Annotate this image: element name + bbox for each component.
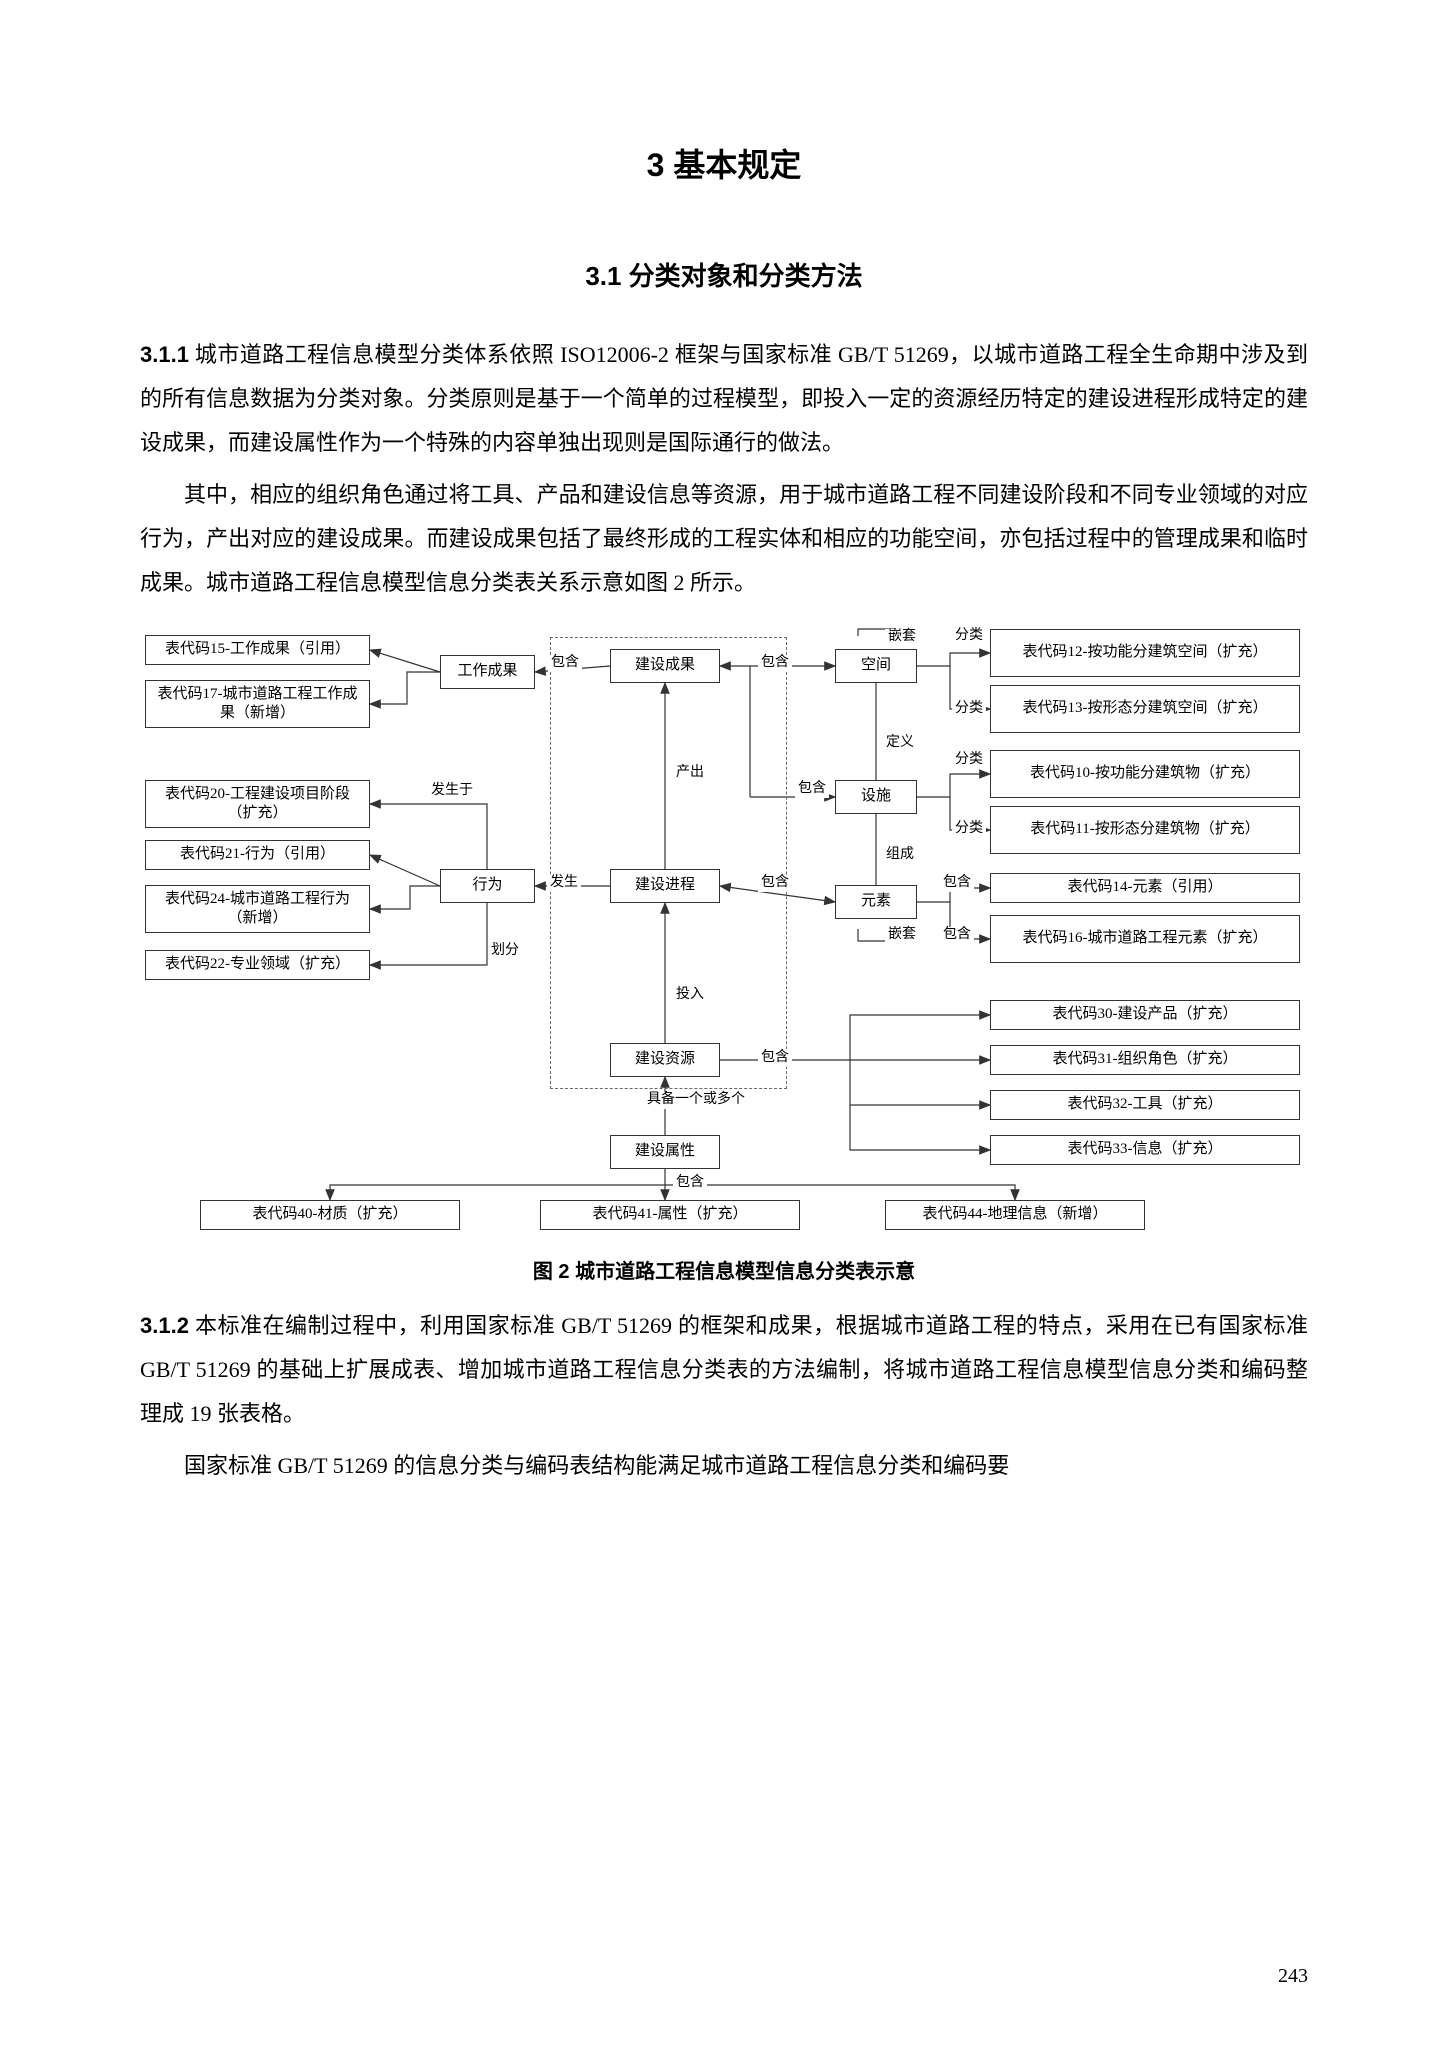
node-n33: 表代码33-信息（扩充） bbox=[990, 1135, 1300, 1165]
node-kj: 空间 bbox=[835, 649, 917, 683]
edge-label-bh7: 包含 bbox=[758, 1050, 792, 1067]
node-jsjc: 建设进程 bbox=[610, 869, 720, 903]
node-n22: 表代码22-专业领域（扩充） bbox=[145, 950, 370, 980]
node-n32: 表代码32-工具（扩充） bbox=[990, 1090, 1300, 1120]
node-n21: 表代码21-行为（引用） bbox=[145, 840, 370, 870]
edge-label-bh2: 包含 bbox=[758, 655, 792, 672]
node-n24: 表代码24-城市道路工程行为（新增） bbox=[145, 885, 370, 933]
edge-label-fl1: 分类 bbox=[952, 628, 986, 645]
node-n17: 表代码17-城市道路工程工作成果（新增） bbox=[145, 680, 370, 728]
para-num: 3.1.2 bbox=[140, 1313, 189, 1338]
node-n40: 表代码40-材质（扩充） bbox=[200, 1200, 460, 1230]
node-n11: 表代码11-按形态分建筑物（扩充） bbox=[990, 806, 1300, 854]
page-number: 243 bbox=[1278, 1965, 1308, 1988]
node-n12: 表代码12-按功能分建筑空间（扩充） bbox=[990, 629, 1300, 677]
para-311-cont: 其中，相应的组织角色通过将工具、产品和建设信息等资源，用于城市道路工程不同建设阶… bbox=[140, 473, 1308, 605]
edge-label-bh8: 包含 bbox=[673, 1175, 707, 1192]
node-n16: 表代码16-城市道路工程元素（扩充） bbox=[990, 915, 1300, 963]
edge-label-bh6: 包含 bbox=[758, 875, 792, 892]
edge-label-fsy: 发生于 bbox=[428, 783, 476, 800]
edge-label-cc: 产出 bbox=[673, 765, 707, 782]
edge-label-fs: 发生 bbox=[547, 875, 581, 892]
chapter-title: 3 基本规定 bbox=[140, 140, 1308, 186]
node-xw: 行为 bbox=[440, 869, 535, 903]
para-311: 3.1.1 城市道路工程信息模型分类体系依照 ISO12006-2 框架与国家标… bbox=[140, 333, 1308, 465]
node-jszy: 建设资源 bbox=[610, 1043, 720, 1077]
node-jssx: 建设属性 bbox=[610, 1135, 720, 1169]
edge-label-qj: 嵌套 bbox=[885, 629, 919, 646]
para-text: 本标准在编制过程中，利用国家标准 GB/T 51269 的框架和成果，根据城市道… bbox=[140, 1313, 1308, 1426]
figure-2-caption: 图 2 城市道路工程信息模型信息分类表示意 bbox=[140, 1255, 1308, 1284]
node-n15: 表代码15-工作成果（引用） bbox=[145, 635, 370, 665]
section-title: 3.1 分类对象和分类方法 bbox=[140, 256, 1308, 293]
edge-label-bh3: 包含 bbox=[795, 781, 829, 798]
edge-label-dy: 定义 bbox=[883, 735, 917, 752]
node-gzcg: 工作成果 bbox=[440, 655, 535, 689]
node-n41: 表代码41-属性（扩充） bbox=[540, 1200, 800, 1230]
edge-label-hf: 划分 bbox=[488, 943, 522, 960]
para-text: 城市道路工程信息模型分类体系依照 ISO12006-2 框架与国家标准 GB/T… bbox=[140, 342, 1308, 455]
node-jscg: 建设成果 bbox=[610, 649, 720, 683]
edge-label-tr: 投入 bbox=[673, 987, 707, 1004]
para-num: 3.1.1 bbox=[140, 342, 189, 367]
node-n14: 表代码14-元素（引用） bbox=[990, 873, 1300, 903]
edge-label-fl4: 分类 bbox=[952, 821, 986, 838]
edge-label-bh4: 包含 bbox=[940, 875, 974, 892]
node-ys: 元素 bbox=[835, 885, 917, 919]
edge-label-bh5: 包含 bbox=[940, 927, 974, 944]
node-n30: 表代码30-建设产品（扩充） bbox=[990, 1000, 1300, 1030]
diagram-figure-2: 表代码15-工作成果（引用） 表代码17-城市道路工程工作成果（新增） 表代码20-… bbox=[140, 625, 1308, 1245]
node-n31: 表代码31-组织角色（扩充） bbox=[990, 1045, 1300, 1075]
para-312-cont: 国家标准 GB/T 51269 的信息分类与编码表结构能满足城市道路工程信息分类… bbox=[140, 1444, 1308, 1488]
dashed-process-group bbox=[550, 637, 787, 1089]
node-n10: 表代码10-按功能分建筑物（扩充） bbox=[990, 750, 1300, 798]
edge-label-jb: 具备一个或多个 bbox=[644, 1092, 748, 1109]
edge-label-zc: 组成 bbox=[883, 847, 917, 864]
node-ss: 设施 bbox=[835, 780, 917, 814]
node-n13: 表代码13-按形态分建筑空间（扩充） bbox=[990, 685, 1300, 733]
para-312: 3.1.2 本标准在编制过程中，利用国家标准 GB/T 51269 的框架和成果… bbox=[140, 1304, 1308, 1436]
edge-label-qj2: 嵌套 bbox=[885, 927, 919, 944]
node-n44: 表代码44-地理信息（新增） bbox=[885, 1200, 1145, 1230]
edge-label-fl3: 分类 bbox=[952, 752, 986, 769]
node-n20: 表代码20-工程建设项目阶段（扩充） bbox=[145, 780, 370, 828]
edge-label-bh1: 包含 bbox=[548, 655, 582, 672]
edge-label-fl2: 分类 bbox=[952, 701, 986, 718]
